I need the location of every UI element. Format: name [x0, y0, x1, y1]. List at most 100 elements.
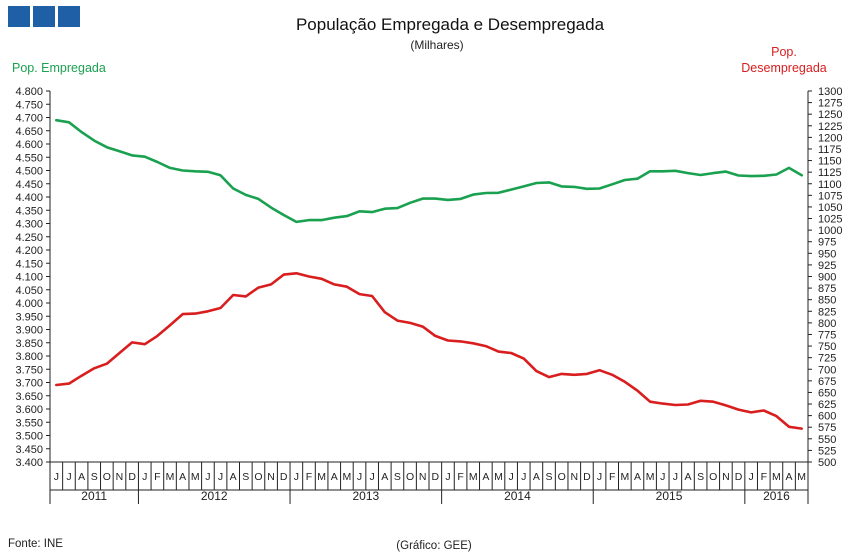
left-axis-tick-label: 3.700 — [15, 378, 43, 390]
unemployed-series-point — [674, 404, 677, 406]
right-axis-label-line2: Desempregada — [741, 61, 827, 75]
employed-series-point — [623, 179, 626, 181]
unemployed-series-point — [156, 335, 159, 337]
unemployed-series-point — [788, 425, 790, 428]
right-axis-tick-label: 1175 — [818, 144, 842, 156]
employed-series-point — [712, 172, 715, 175]
employed-series-point — [510, 188, 512, 191]
unemployed-series-point — [320, 277, 323, 280]
unemployed-series-point — [333, 283, 336, 286]
employed-series-point — [295, 221, 298, 223]
right-axis-tick-label: 1300 — [818, 86, 842, 98]
month-tick-label: N — [722, 471, 730, 483]
unemployed-series-point — [725, 404, 727, 407]
employed-series-point — [447, 199, 449, 201]
logo-square-icon — [58, 6, 80, 27]
series-lines — [54, 118, 804, 430]
credit-note: (Gráfico: GEE) — [396, 540, 472, 552]
employed-series-point — [346, 215, 348, 218]
month-tick-label: J — [205, 471, 210, 483]
unemployed-series-line — [54, 271, 804, 430]
month-tick-label: S — [697, 471, 704, 483]
left-axis-tick-label: 3.850 — [15, 338, 43, 350]
unemployed-series-point — [510, 352, 512, 354]
right-axis-tick-label: 650 — [818, 387, 836, 399]
left-axis-tick-label: 4.750 — [15, 99, 43, 111]
month-tick-label: N — [267, 471, 275, 483]
left-axis-tick-label: 3.400 — [15, 457, 43, 469]
month-tick-label: J — [660, 471, 665, 483]
month-tick-label: M — [797, 471, 806, 483]
unemployed-series-point — [497, 350, 500, 353]
month-tick-label: O — [558, 471, 566, 483]
left-axis-tick-label: 3.650 — [15, 391, 43, 403]
left-axis-tick-label: 4.100 — [15, 272, 43, 284]
employed-series-point — [232, 187, 235, 190]
left-axis-label: Pop. Empregada — [12, 61, 106, 75]
unemployed-series-point — [308, 275, 310, 278]
right-axis-tick-label: 875 — [818, 283, 836, 295]
left-axis-tick-label: 4.300 — [15, 219, 43, 231]
month-tick-label: M — [166, 471, 175, 483]
right-axis-tick-label: 1000 — [818, 225, 842, 237]
year-label: 2013 — [352, 489, 379, 503]
employed-series-point — [611, 183, 614, 186]
logo — [8, 6, 80, 27]
left-axis-tick-label: 3.750 — [15, 364, 43, 376]
unemployed-series-point — [484, 345, 487, 347]
unemployed-series-point — [105, 362, 108, 365]
month-tick-label: F — [609, 471, 615, 483]
unemployed-series-point — [598, 369, 601, 372]
right-axis-tick-label: 725 — [818, 353, 836, 365]
unemployed-series-point — [535, 370, 538, 372]
month-tick-label: D — [432, 471, 440, 483]
unemployed-series-point — [194, 312, 197, 315]
unemployed-series-point — [219, 307, 222, 309]
unemployed-series-point — [737, 408, 740, 411]
employed-series-point — [674, 169, 677, 172]
unemployed-series-point — [623, 380, 626, 383]
left-axis-tick-label: 4.600 — [15, 139, 43, 151]
month-tick-label: J — [370, 471, 375, 483]
left-axis-tick-label: 3.950 — [15, 311, 43, 323]
year-label: 2011 — [81, 489, 107, 503]
month-tick-label: A — [331, 471, 338, 483]
left-axis-tick-label: 4.250 — [15, 232, 43, 244]
month-tick-label: N — [419, 471, 427, 483]
right-axis-label-line1: Pop. — [771, 45, 797, 59]
employed-series-point — [497, 191, 500, 194]
year-label: 2014 — [504, 489, 531, 503]
source-note: Fonte: INE — [8, 538, 63, 550]
employed-series-point — [396, 207, 399, 210]
left-axis-tick-label: 3.800 — [15, 351, 43, 363]
month-tick-label: S — [242, 471, 249, 483]
month-tick-label: M — [343, 471, 352, 483]
month-tick-label: J — [749, 471, 754, 483]
employed-series-point — [118, 150, 121, 153]
employed-series-point — [636, 177, 639, 180]
right-axis-tick-label: 975 — [818, 237, 836, 249]
employed-series-point — [80, 131, 83, 134]
left-axis-tick-label: 4.500 — [15, 166, 43, 178]
employed-series-point — [68, 121, 70, 124]
employed-series-point — [371, 211, 373, 214]
employed-series-point — [598, 187, 601, 190]
unemployed-series-point — [434, 335, 437, 337]
unemployed-series-point — [118, 352, 121, 354]
employed-series-point — [788, 167, 790, 169]
unemployed-series-point — [383, 311, 386, 314]
employed-series-point — [434, 197, 437, 200]
employed-series-point — [282, 214, 285, 216]
employed-series-line — [54, 118, 804, 224]
month-tick-label: J — [66, 471, 71, 483]
year-label: 2016 — [763, 489, 790, 503]
unemployed-series-point — [472, 342, 475, 345]
unemployed-series-point — [207, 310, 209, 313]
employed-series-point — [219, 174, 222, 177]
unemployed-series-point — [371, 295, 373, 297]
employed-series-point — [169, 167, 171, 169]
unemployed-series-point — [447, 339, 449, 342]
month-tick-label: D — [583, 471, 591, 483]
month-tick-label: A — [634, 471, 641, 483]
